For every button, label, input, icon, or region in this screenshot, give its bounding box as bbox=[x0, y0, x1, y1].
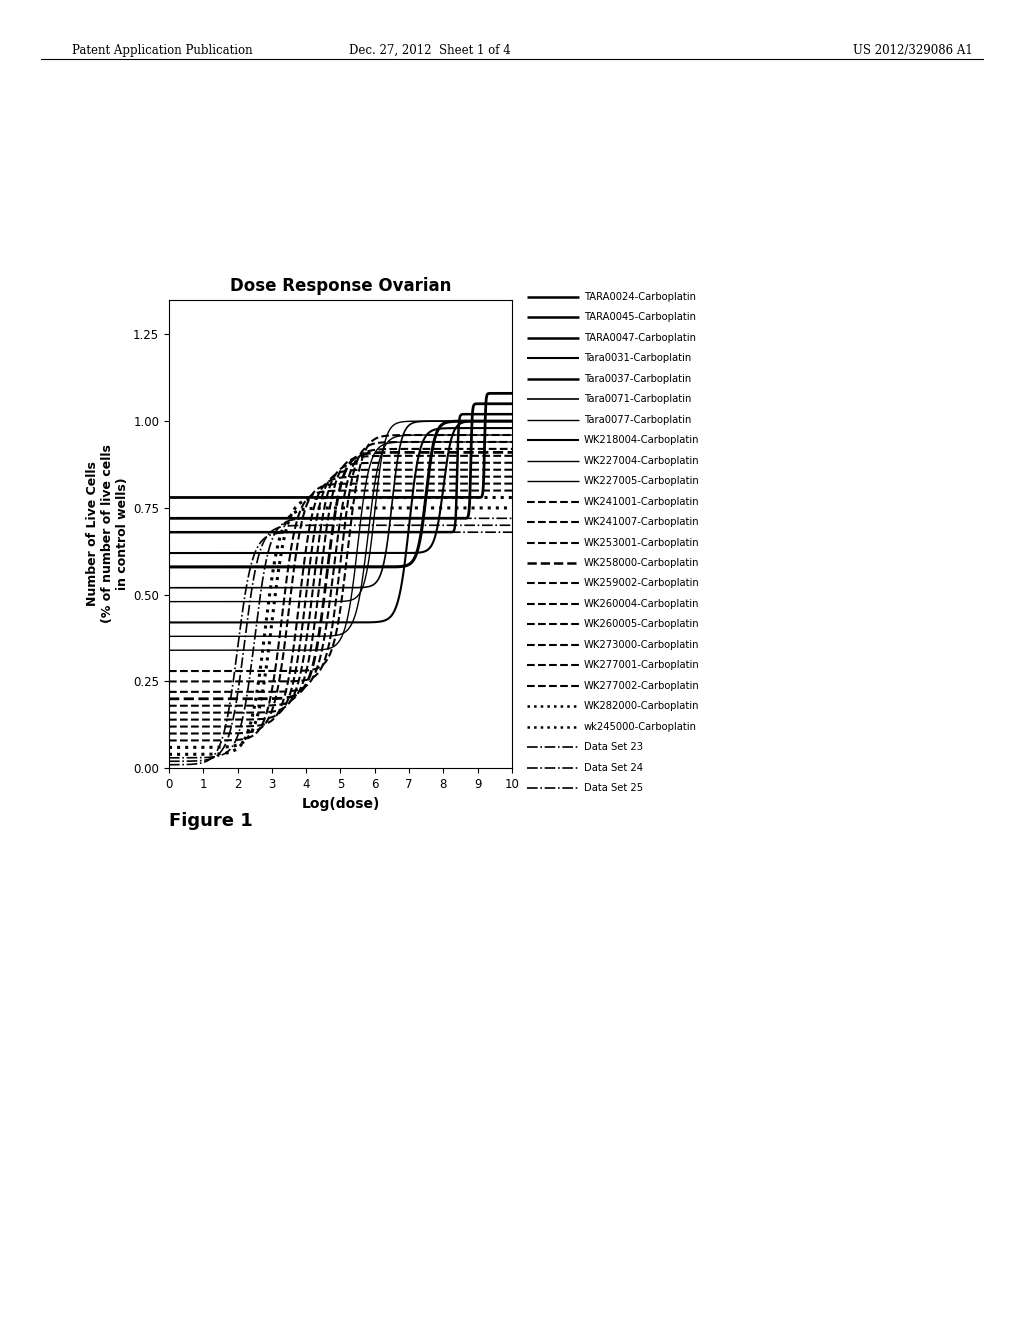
Text: WK258000-Carboplatin: WK258000-Carboplatin bbox=[584, 558, 699, 568]
Text: WK253001-Carboplatin: WK253001-Carboplatin bbox=[584, 537, 699, 548]
Text: Tara0037-Carboplatin: Tara0037-Carboplatin bbox=[584, 374, 691, 384]
Text: WK241001-Carboplatin: WK241001-Carboplatin bbox=[584, 496, 699, 507]
Text: WK277001-Carboplatin: WK277001-Carboplatin bbox=[584, 660, 699, 671]
Text: US 2012/329086 A1: US 2012/329086 A1 bbox=[853, 44, 973, 57]
Text: WK260004-Carboplatin: WK260004-Carboplatin bbox=[584, 599, 699, 609]
Text: WK273000-Carboplatin: WK273000-Carboplatin bbox=[584, 640, 699, 649]
X-axis label: Log(dose): Log(dose) bbox=[301, 796, 380, 810]
Text: TARA0024-Carboplatin: TARA0024-Carboplatin bbox=[584, 292, 695, 302]
Text: TARA0047-Carboplatin: TARA0047-Carboplatin bbox=[584, 333, 695, 343]
Text: Patent Application Publication: Patent Application Publication bbox=[72, 44, 252, 57]
Text: Data Set 25: Data Set 25 bbox=[584, 783, 643, 793]
Y-axis label: Number of Live Cells
(% of number of live cells
in control wells): Number of Live Cells (% of number of liv… bbox=[86, 445, 129, 623]
Text: WK282000-Carboplatin: WK282000-Carboplatin bbox=[584, 701, 699, 711]
Text: Dec. 27, 2012  Sheet 1 of 4: Dec. 27, 2012 Sheet 1 of 4 bbox=[349, 44, 511, 57]
Text: Data Set 23: Data Set 23 bbox=[584, 742, 643, 752]
Text: Tara0031-Carboplatin: Tara0031-Carboplatin bbox=[584, 354, 691, 363]
Text: WK227004-Carboplatin: WK227004-Carboplatin bbox=[584, 455, 699, 466]
Text: wk245000-Carboplatin: wk245000-Carboplatin bbox=[584, 722, 696, 731]
Text: TARA0045-Carboplatin: TARA0045-Carboplatin bbox=[584, 313, 695, 322]
Text: WK260005-Carboplatin: WK260005-Carboplatin bbox=[584, 619, 699, 630]
Text: WK259002-Carboplatin: WK259002-Carboplatin bbox=[584, 578, 699, 589]
Text: Tara0077-Carboplatin: Tara0077-Carboplatin bbox=[584, 414, 691, 425]
Title: Dose Response Ovarian: Dose Response Ovarian bbox=[229, 277, 452, 296]
Text: WK277002-Carboplatin: WK277002-Carboplatin bbox=[584, 681, 699, 690]
Text: Data Set 24: Data Set 24 bbox=[584, 763, 643, 772]
Text: WK218004-Carboplatin: WK218004-Carboplatin bbox=[584, 436, 699, 445]
Text: Figure 1: Figure 1 bbox=[169, 812, 253, 830]
Text: Tara0071-Carboplatin: Tara0071-Carboplatin bbox=[584, 395, 691, 404]
Text: WK241007-Carboplatin: WK241007-Carboplatin bbox=[584, 517, 699, 527]
Text: WK227005-Carboplatin: WK227005-Carboplatin bbox=[584, 477, 699, 486]
